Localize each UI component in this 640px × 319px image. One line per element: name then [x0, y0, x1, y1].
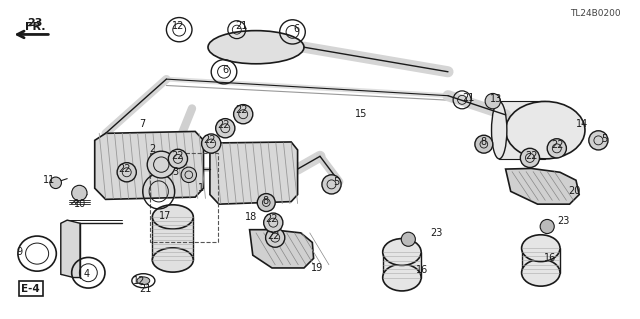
Text: 6: 6	[223, 64, 229, 75]
Text: 11: 11	[43, 175, 55, 185]
Text: 21: 21	[140, 284, 152, 294]
Text: 22: 22	[268, 231, 280, 241]
Text: 8: 8	[480, 137, 486, 147]
Text: 22: 22	[552, 140, 564, 150]
Ellipse shape	[522, 259, 560, 286]
Ellipse shape	[152, 248, 193, 272]
Ellipse shape	[208, 31, 304, 64]
Ellipse shape	[383, 264, 421, 291]
Text: 10: 10	[74, 199, 86, 209]
Text: 23: 23	[431, 228, 443, 238]
Ellipse shape	[168, 149, 188, 168]
Text: 9: 9	[16, 247, 22, 257]
Text: 2: 2	[149, 144, 156, 154]
Text: 1: 1	[198, 183, 205, 193]
Text: 6: 6	[293, 24, 300, 34]
Ellipse shape	[485, 93, 500, 109]
Ellipse shape	[137, 277, 150, 285]
Text: 23: 23	[28, 19, 43, 28]
Text: 22: 22	[118, 164, 131, 174]
Text: 19: 19	[311, 263, 323, 273]
Ellipse shape	[181, 167, 196, 182]
Ellipse shape	[475, 135, 493, 153]
Ellipse shape	[506, 101, 585, 159]
Ellipse shape	[266, 228, 285, 247]
Ellipse shape	[257, 194, 275, 211]
Ellipse shape	[234, 105, 253, 124]
Text: 21: 21	[236, 21, 248, 31]
Text: 16: 16	[544, 253, 556, 263]
Text: 15: 15	[355, 109, 367, 119]
Text: 21: 21	[462, 93, 474, 103]
Text: 5: 5	[602, 134, 608, 144]
Text: 22: 22	[218, 120, 230, 130]
Text: FR.: FR.	[25, 22, 45, 32]
Polygon shape	[95, 131, 204, 199]
Text: 3: 3	[173, 167, 179, 177]
Ellipse shape	[202, 134, 221, 153]
Text: 23: 23	[557, 216, 569, 226]
Ellipse shape	[264, 213, 283, 232]
Ellipse shape	[50, 177, 61, 189]
Polygon shape	[210, 142, 298, 204]
Ellipse shape	[522, 235, 560, 262]
Text: 22: 22	[525, 151, 538, 161]
Bar	[383, 252, 421, 278]
Polygon shape	[250, 230, 314, 268]
Ellipse shape	[540, 219, 554, 234]
Text: 4: 4	[83, 269, 90, 279]
Text: 20: 20	[568, 186, 580, 197]
Text: 14: 14	[576, 119, 588, 130]
Ellipse shape	[383, 239, 421, 265]
Text: 18: 18	[244, 212, 257, 222]
Text: 22: 22	[266, 214, 278, 224]
Text: 17: 17	[159, 211, 171, 221]
Text: 16: 16	[416, 264, 428, 275]
Ellipse shape	[72, 185, 87, 201]
Text: 8: 8	[262, 196, 269, 206]
Ellipse shape	[547, 139, 566, 158]
Ellipse shape	[401, 232, 415, 246]
Ellipse shape	[492, 101, 507, 159]
Bar	[499, 101, 545, 159]
Polygon shape	[506, 168, 579, 204]
Polygon shape	[61, 220, 80, 278]
Ellipse shape	[152, 205, 193, 229]
Ellipse shape	[520, 148, 540, 167]
Text: E-4: E-4	[21, 284, 40, 294]
Ellipse shape	[117, 163, 136, 182]
Text: 13: 13	[490, 94, 502, 104]
Bar	[522, 248, 560, 272]
Bar	[152, 217, 193, 260]
Text: 22: 22	[172, 151, 184, 161]
Text: 12: 12	[172, 21, 184, 31]
Text: 22: 22	[236, 105, 248, 115]
Text: 22: 22	[204, 135, 216, 145]
Text: 7: 7	[140, 119, 146, 130]
Ellipse shape	[589, 131, 608, 150]
Text: 12: 12	[133, 276, 145, 286]
Ellipse shape	[147, 151, 175, 178]
Text: TL24B0200: TL24B0200	[570, 9, 621, 18]
Ellipse shape	[216, 119, 235, 138]
Ellipse shape	[322, 175, 341, 194]
Text: 5: 5	[333, 177, 339, 187]
